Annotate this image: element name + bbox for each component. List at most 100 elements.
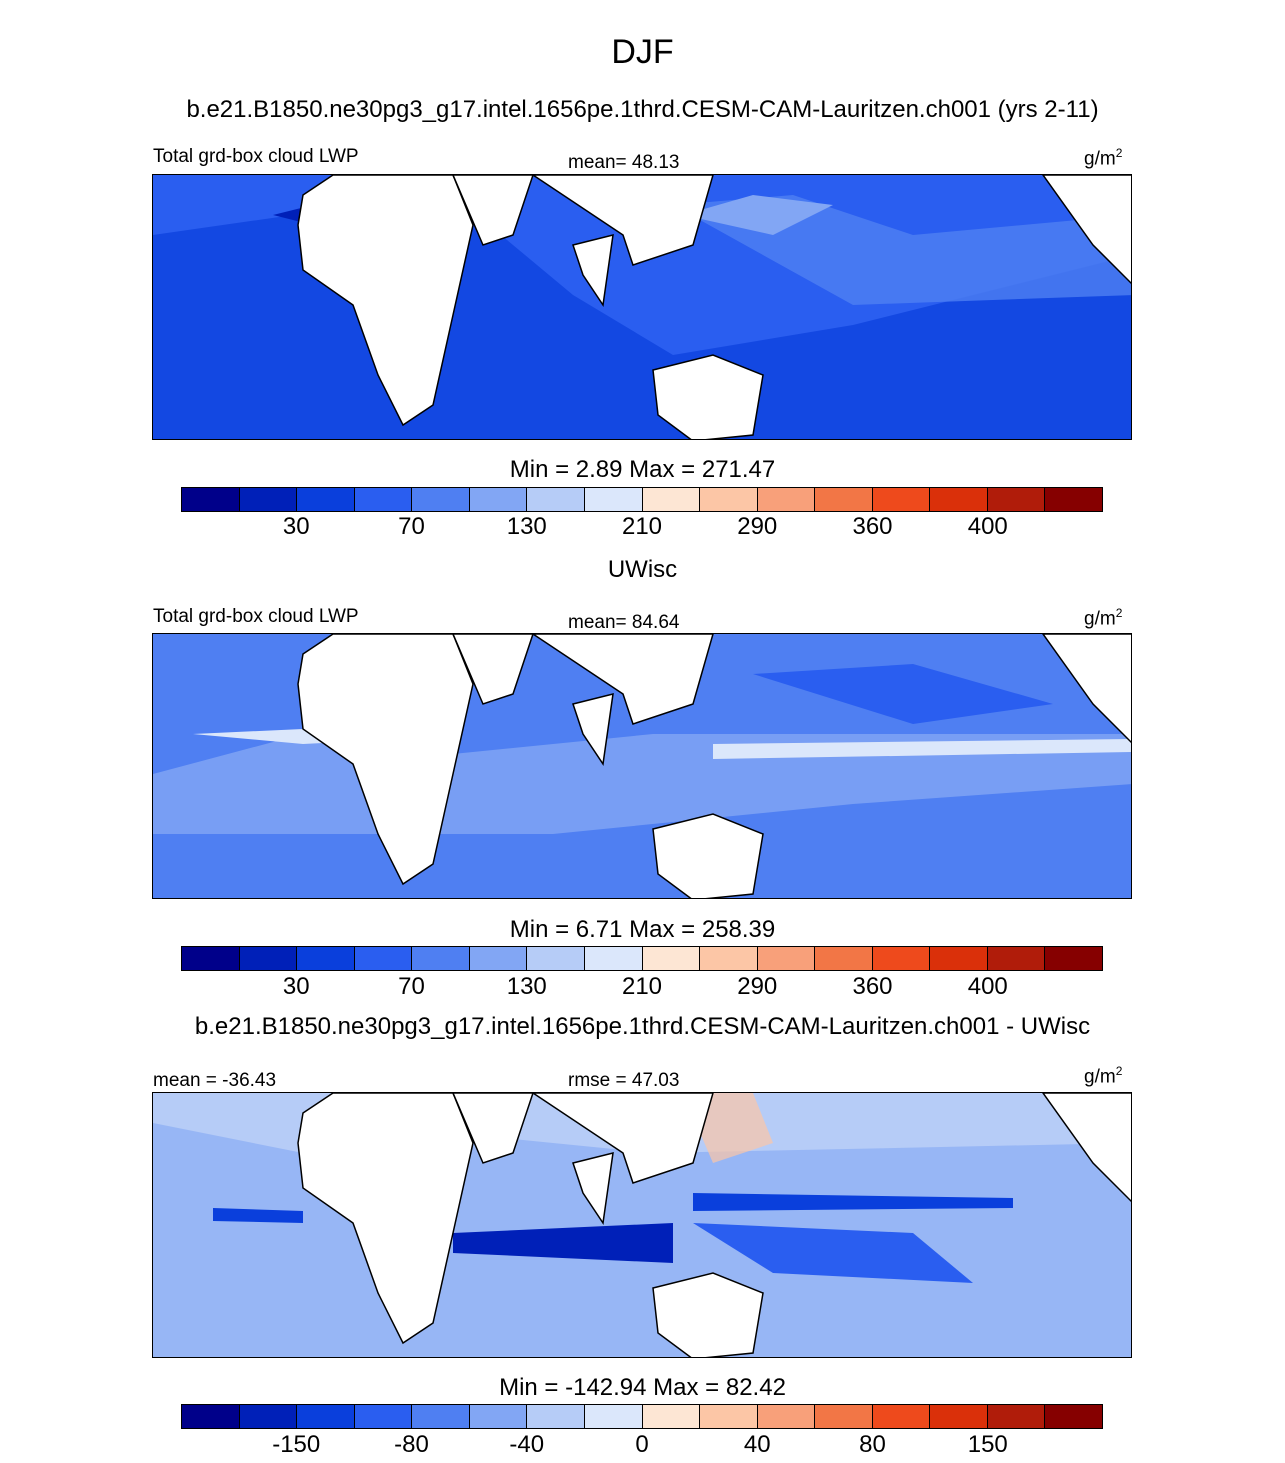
colorbar-swatch <box>1045 1405 1102 1428</box>
colorbar-swatch <box>757 488 816 511</box>
africa-land <box>297 175 474 427</box>
colorbar-swatch <box>642 947 701 970</box>
colorbar-swatch <box>1045 947 1102 970</box>
colorbar-swatch <box>815 947 873 970</box>
panel2-minmax: Min = 6.71 Max = 258.39 <box>509 916 776 943</box>
panel2-colorbar <box>181 946 1103 971</box>
colorbar-swatch <box>182 1405 240 1428</box>
colorbar-tick-label: 30 <box>282 973 310 1000</box>
panel1-left-label: Total grd-box cloud LWP <box>153 146 359 167</box>
colorbar-swatch <box>815 488 873 511</box>
panel2-colorbar-ticks: 30 70 130 210 290 360 400 <box>0 973 1285 1005</box>
panel2-map <box>152 633 1132 899</box>
colorbar-tick-label: 290 <box>737 973 778 1000</box>
colorbar-swatch <box>930 488 988 511</box>
colorbar-tick-label: 400 <box>967 513 1008 540</box>
panel3-map-svg <box>153 1093 1131 1357</box>
arabia-land <box>452 634 534 705</box>
colorbar-swatch <box>987 488 1046 511</box>
colorbar-tick-label: 210 <box>621 513 663 540</box>
colorbar-swatch <box>527 488 585 511</box>
colorbar-swatch <box>700 488 758 511</box>
colorbar-swatch <box>412 1405 470 1428</box>
colorbar-swatch <box>354 1405 413 1428</box>
panel3-units: g/m2 <box>1084 1064 1123 1088</box>
india-land <box>572 693 614 767</box>
colorbar-tick-label: 70 <box>398 513 425 540</box>
colorbar-swatch <box>182 947 240 970</box>
colorbar-swatch <box>700 947 758 970</box>
asia-land <box>531 634 714 725</box>
america-land <box>1042 1093 1131 1203</box>
colorbar-swatch <box>642 488 701 511</box>
arabia-land <box>452 1093 534 1164</box>
colorbar-swatch <box>354 488 413 511</box>
case-title: b.e21.B1850.ne30pg3_g17.intel.1656pe.1th… <box>186 96 1099 123</box>
colorbar-tick-label: 40 <box>743 1431 771 1458</box>
colorbar-tick-label: 360 <box>852 973 893 1000</box>
colorbar-swatch <box>757 947 816 970</box>
panel2-left-label: Total grd-box cloud LWP <box>153 606 359 627</box>
panel2-units: g/m2 <box>1084 606 1123 630</box>
colorbar-swatch <box>354 947 413 970</box>
colorbar-tick-label: 360 <box>852 513 893 540</box>
colorbar-swatch <box>987 947 1046 970</box>
colorbar-tick-label: 130 <box>506 973 547 1000</box>
australia-land <box>652 813 764 898</box>
colorbar-tick-label: -40 <box>509 1431 545 1458</box>
panel2-title: UWisc <box>607 556 678 583</box>
panel1-map-svg <box>153 175 1131 439</box>
colorbar-swatch <box>412 947 470 970</box>
america-land <box>1042 175 1131 285</box>
colorbar-swatch <box>412 488 470 511</box>
colorbar-swatch <box>872 1405 931 1428</box>
panel3-map <box>152 1092 1132 1358</box>
field-band-low <box>753 664 1053 724</box>
africa-land <box>297 1093 474 1345</box>
colorbar-swatch <box>1045 488 1102 511</box>
field-band-high <box>683 195 833 235</box>
colorbar-swatch <box>584 1405 643 1428</box>
colorbar-tick-label: 30 <box>282 513 310 540</box>
panel1-mean-label: mean= 48.13 <box>568 152 680 173</box>
field-band-itcz <box>713 739 1131 759</box>
colorbar-swatch <box>239 1405 298 1428</box>
colorbar-swatch <box>930 1405 988 1428</box>
colorbar-tick-label: 130 <box>506 513 547 540</box>
panel3-rmse-label: rmse = 47.03 <box>568 1070 680 1091</box>
colorbar-swatch <box>584 488 643 511</box>
australia-land <box>652 354 764 439</box>
field-atlantic-itcz <box>213 1208 303 1223</box>
panel3-colorbar <box>181 1404 1103 1429</box>
colorbar-swatch <box>584 947 643 970</box>
panel3-left-label: mean = -36.43 <box>153 1070 277 1091</box>
colorbar-swatch <box>700 1405 758 1428</box>
colorbar-swatch <box>527 1405 585 1428</box>
colorbar-tick-label: 210 <box>621 973 663 1000</box>
arabia-land <box>452 175 534 246</box>
panel2-map-svg <box>153 634 1131 898</box>
colorbar-swatch <box>469 947 528 970</box>
colorbar-tick-label: 70 <box>398 973 425 1000</box>
panel1-map <box>152 174 1132 440</box>
panel3-colorbar-ticks: -150 -80 -40 0 40 80 150 <box>0 1431 1285 1463</box>
asia-land <box>531 175 714 266</box>
panel1-minmax: Min = 2.89 Max = 271.47 <box>509 456 776 483</box>
figure-title: DJF <box>611 33 674 71</box>
colorbar-swatch <box>872 947 931 970</box>
colorbar-swatch <box>239 947 298 970</box>
colorbar-tick-label: 80 <box>859 1431 886 1458</box>
colorbar-swatch <box>815 1405 873 1428</box>
panel3-minmax: Min = -142.94 Max = 82.42 <box>499 1374 786 1401</box>
panel3-title: b.e21.B1850.ne30pg3_g17.intel.1656pe.1th… <box>194 1013 1091 1040</box>
colorbar-tick-label: 0 <box>635 1431 649 1458</box>
field-indian-band <box>453 1223 673 1263</box>
colorbar-swatch <box>239 488 298 511</box>
colorbar-swatch <box>872 488 931 511</box>
panel1-units: g/m2 <box>1084 146 1123 170</box>
colorbar-swatch <box>930 947 988 970</box>
field-pacific-south <box>693 1223 973 1283</box>
asia-land <box>531 1093 714 1184</box>
india-land <box>572 1152 614 1226</box>
colorbar-tick-label: -80 <box>394 1431 429 1458</box>
